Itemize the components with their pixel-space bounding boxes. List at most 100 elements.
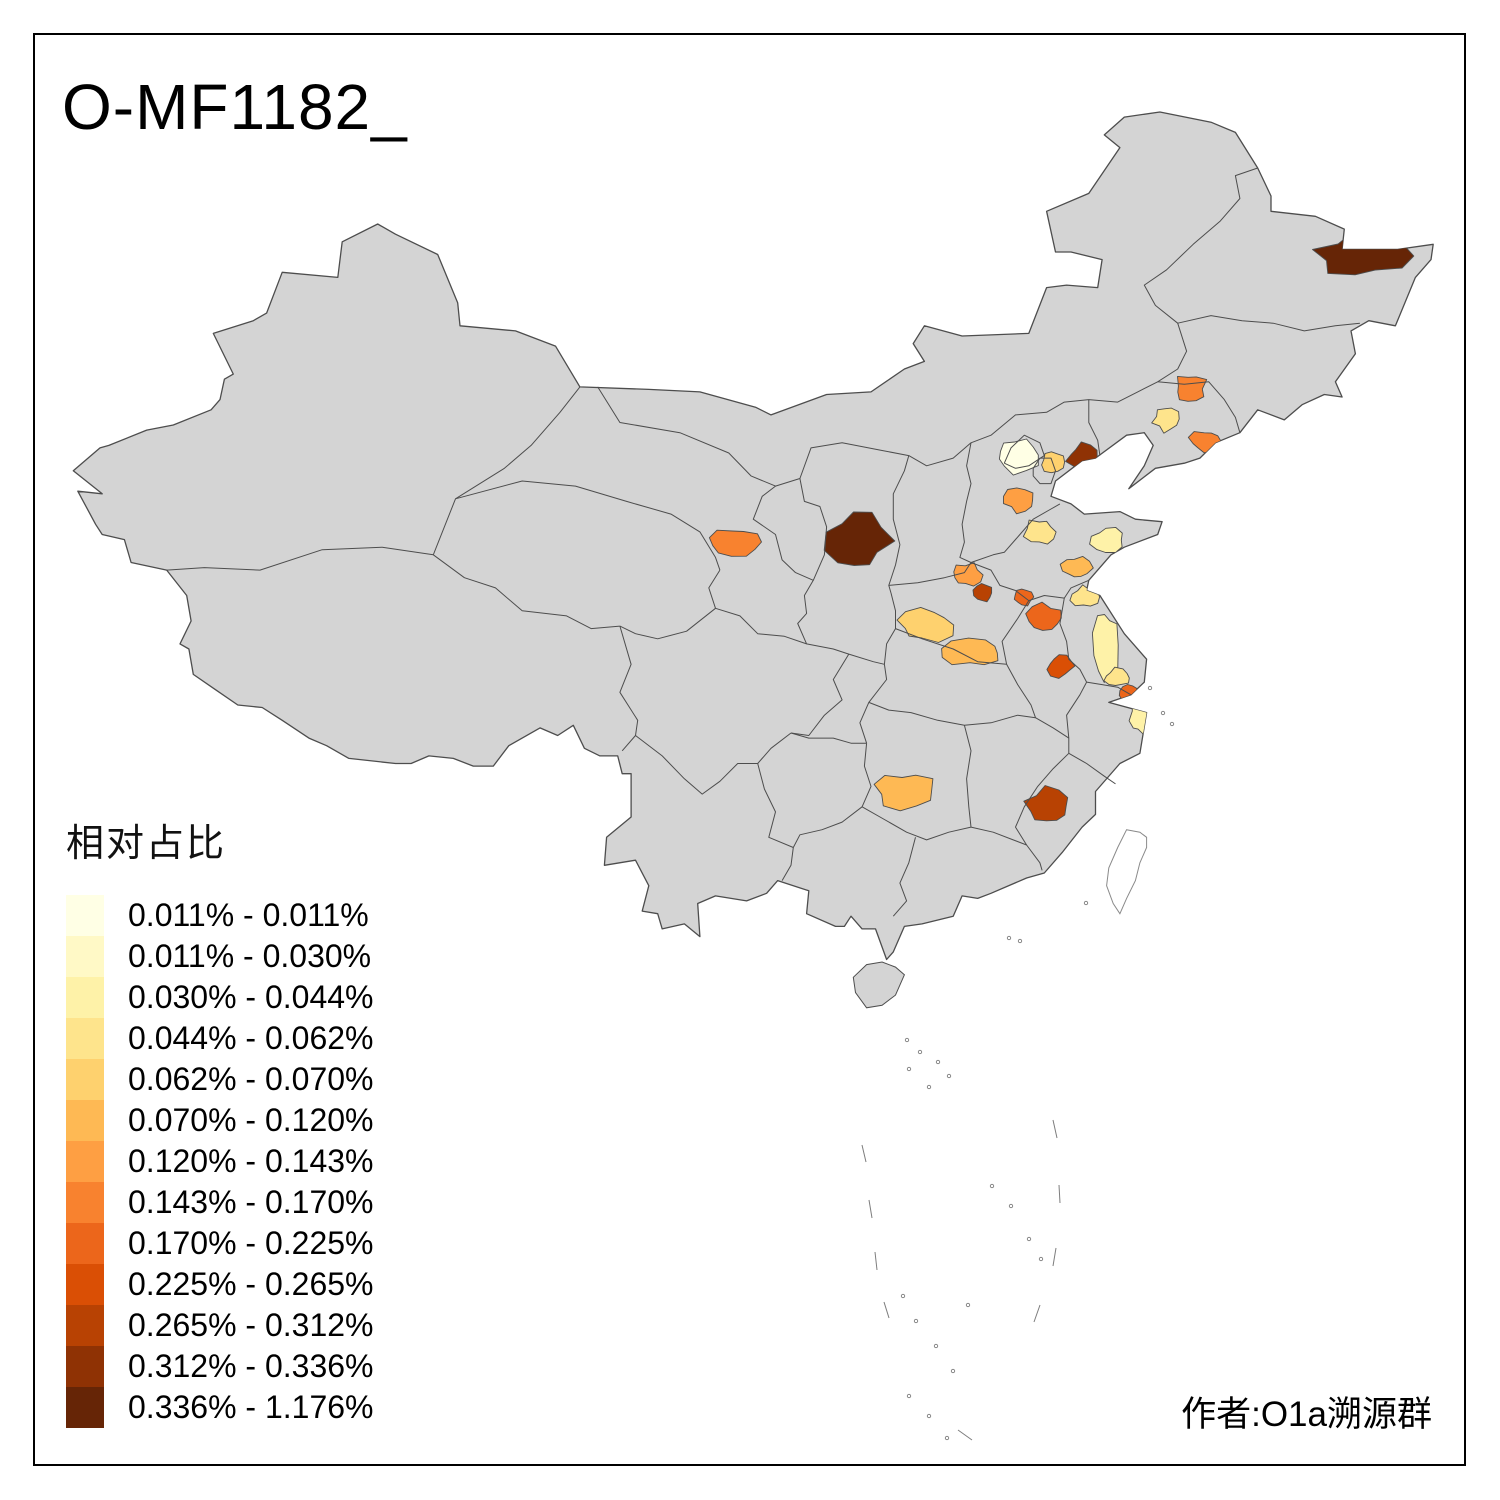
legend-range-label: 0.011% - 0.011%: [128, 897, 369, 933]
province-border: [790, 732, 867, 744]
province-border: [888, 562, 972, 586]
sea-boundary-dash: [1058, 1184, 1061, 1204]
province-border: [166, 546, 434, 571]
figure-title: O-MF1182_: [62, 71, 408, 143]
province-border: [883, 628, 896, 665]
choropleth-region: [708, 529, 762, 557]
sea-islet: [1008, 1203, 1014, 1209]
province-border: [757, 763, 794, 848]
legend-title: 相对占比: [66, 823, 227, 865]
legend-swatch: [66, 1387, 104, 1428]
attribution-text: 作者:O1a溯源群: [1181, 1395, 1432, 1434]
province-borders: [166, 167, 1360, 917]
legend-swatch: [66, 895, 104, 936]
province-border: [432, 386, 581, 555]
legend-rows: 0.011% - 0.011% 0.011% - 0.030% 0.030% - 0…: [66, 895, 374, 1428]
taiwan-island: [1106, 829, 1148, 915]
legend-range-label: 0.030% - 0.044%: [128, 979, 374, 1015]
south-china-sea-islets: [861, 685, 1175, 1441]
province-border: [895, 628, 1007, 665]
province-border: [792, 806, 863, 848]
province-border: [455, 480, 721, 571]
legend-swatch: [66, 1305, 104, 1346]
choropleth-region: [1025, 601, 1062, 631]
province-border: [861, 806, 972, 841]
legend-row: 0.143% - 0.170%: [66, 1182, 374, 1223]
legend-row: 0.120% - 0.143%: [66, 1141, 374, 1182]
legend-range-label: 0.170% - 0.225%: [128, 1225, 374, 1261]
sea-islet: [904, 1037, 910, 1043]
legend-row: 0.170% - 0.225%: [66, 1223, 374, 1264]
province-border: [959, 442, 972, 563]
sea-islet: [935, 1059, 941, 1065]
legend-row: 0.265% - 0.312%: [66, 1305, 374, 1346]
sea-islet: [989, 1183, 995, 1189]
province-border: [752, 478, 828, 581]
sea-islet: [913, 1318, 919, 1324]
sea-islet: [926, 1413, 932, 1419]
choropleth-region: [1041, 451, 1066, 474]
choropleth-region: [1089, 526, 1123, 553]
sea-boundary-dash: [868, 1199, 873, 1219]
legend-row: 0.062% - 0.070%: [66, 1059, 374, 1100]
sea-islet: [1026, 1236, 1032, 1242]
province-border: [861, 743, 872, 807]
province-border: [635, 735, 758, 795]
province-border: [1066, 681, 1088, 754]
legend: 相对占比 0.011% - 0.011% 0.011% - 0.030% 0.030…: [66, 812, 374, 1428]
legend-swatch: [66, 1141, 104, 1182]
choropleth-region: [1059, 555, 1094, 578]
province-border: [970, 503, 1061, 563]
legend-range-label: 0.225% - 0.265%: [128, 1266, 374, 1302]
province-border: [619, 569, 721, 640]
sea-islet: [926, 1084, 932, 1090]
sea-islet: [944, 1435, 950, 1441]
choropleth-region: [1177, 375, 1208, 402]
province-border: [892, 837, 916, 917]
province-border: [597, 167, 1258, 487]
province-border: [757, 732, 792, 764]
legend-range-label: 0.265% - 0.312%: [128, 1307, 374, 1343]
legend-swatch: [66, 1100, 104, 1141]
legend-row: 0.312% - 0.336%: [66, 1346, 374, 1387]
province-border: [888, 455, 910, 594]
sea-boundary-dash: [1033, 1304, 1041, 1323]
province-border: [619, 625, 639, 752]
legend-range-label: 0.062% - 0.070%: [128, 1061, 374, 1097]
sea-islet: [946, 1073, 952, 1079]
legend-row: 0.011% - 0.030%: [66, 936, 374, 977]
province-border: [1006, 664, 1036, 718]
sea-boundary-dash: [1052, 1247, 1057, 1267]
province-border: [1032, 457, 1056, 485]
legend-swatch: [66, 936, 104, 977]
choropleth-region: [1003, 487, 1034, 515]
hainan-island: [852, 961, 906, 1009]
province-border: [433, 554, 620, 630]
sea-islet: [950, 1368, 956, 1374]
province-border: [1157, 381, 1241, 433]
province-border: [970, 562, 1030, 665]
province-border: [1035, 717, 1070, 739]
legend-range-label: 0.143% - 0.170%: [128, 1184, 374, 1220]
sea-islet: [1169, 721, 1175, 727]
choropleth-region: [1046, 654, 1076, 679]
province-border: [797, 580, 814, 645]
choropleth-region: [896, 606, 955, 643]
legend-row: 0.336% - 1.176%: [66, 1387, 374, 1428]
sea-boundary-dash: [874, 1251, 878, 1271]
legend-swatch: [66, 1018, 104, 1059]
province-border: [1068, 752, 1116, 785]
legend-row: 0.044% - 0.062%: [66, 1018, 374, 1059]
legend-swatch: [66, 1182, 104, 1223]
choropleth-region: [873, 774, 934, 812]
legend-swatch: [66, 1059, 104, 1100]
sea-islet: [1038, 1256, 1044, 1262]
province-border: [1003, 434, 1045, 469]
legend-range-label: 0.070% - 0.120%: [128, 1102, 374, 1138]
legend-row: 0.070% - 0.120%: [66, 1100, 374, 1141]
sea-islet: [965, 1302, 971, 1308]
choropleth-region: [1022, 519, 1057, 545]
sea-boundary-dash: [883, 1301, 890, 1319]
